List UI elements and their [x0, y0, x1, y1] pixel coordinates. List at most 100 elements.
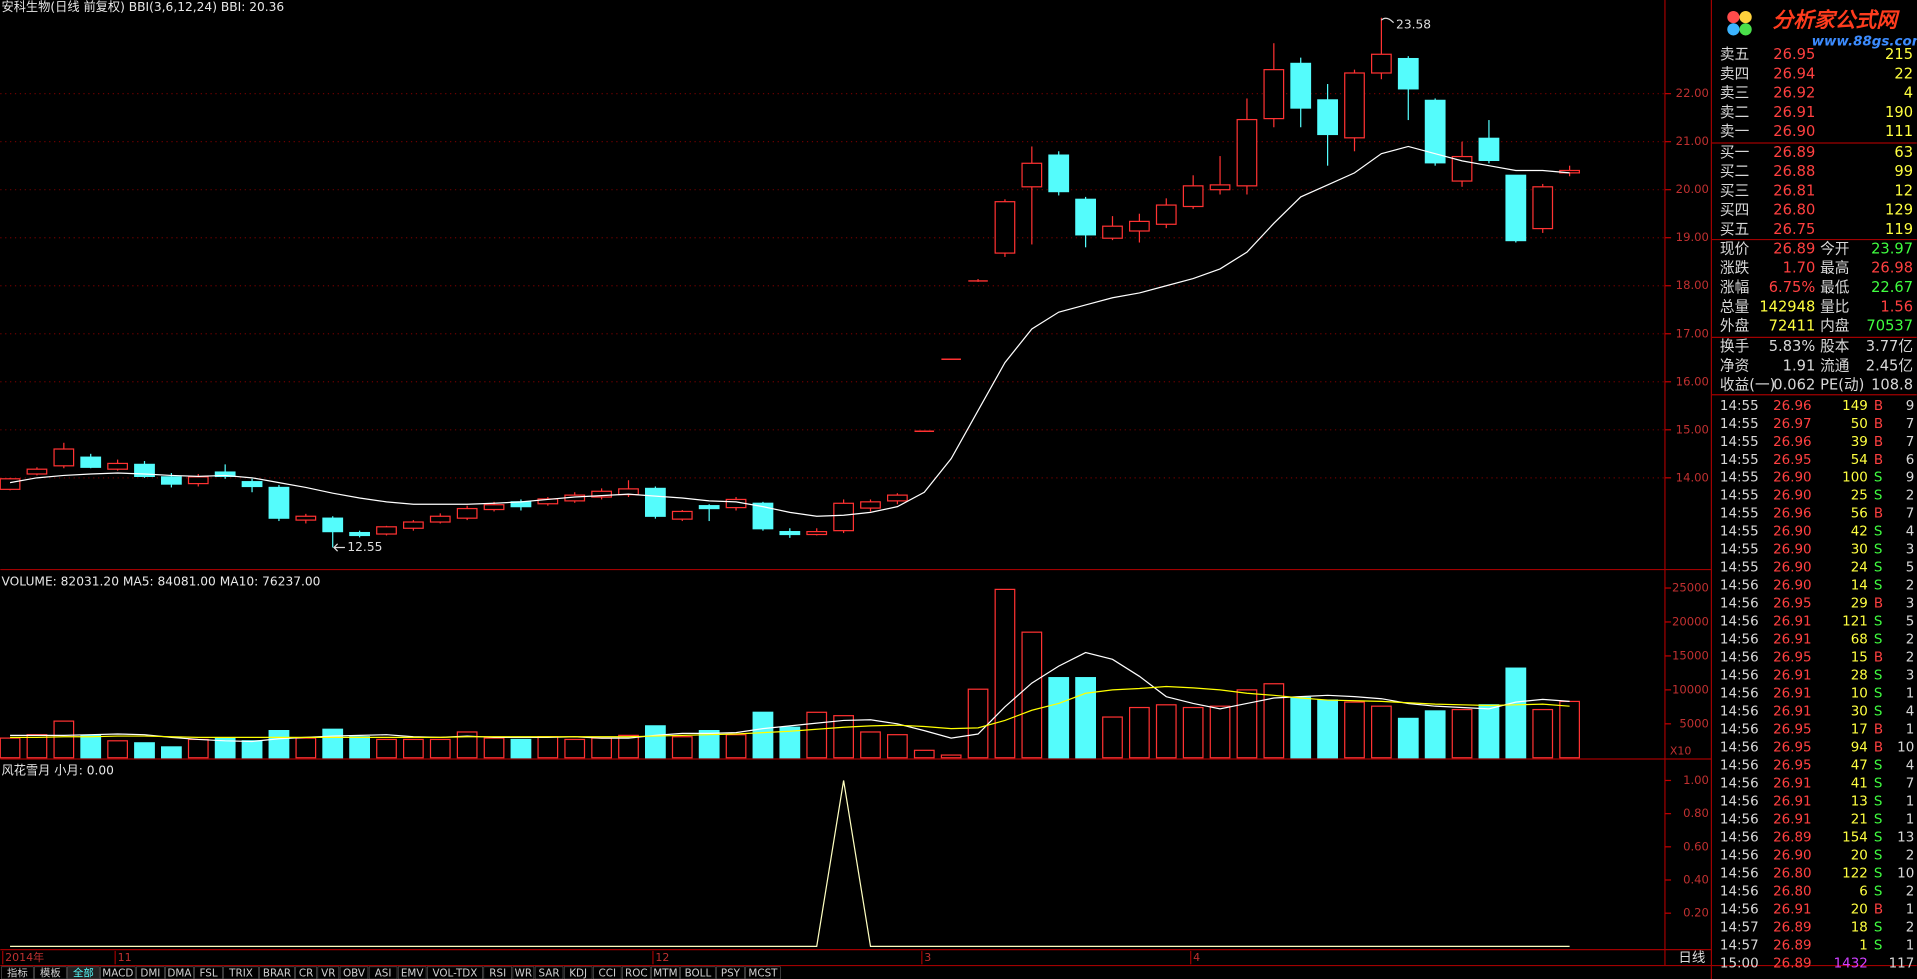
candle-body: [1155, 204, 1177, 225]
tab-label[interactable]: 全部: [73, 967, 94, 979]
tab-box: [34, 966, 67, 979]
tab[interactable]: BOLL: [680, 966, 716, 979]
volume-bar: [1559, 700, 1581, 759]
tab[interactable]: 全部: [67, 966, 100, 979]
trade-time: 14:56: [1720, 867, 1759, 882]
tab[interactable]: SAR: [534, 966, 564, 979]
trade-price: 26.90: [1773, 561, 1811, 576]
trade-volume: 41: [1851, 777, 1868, 792]
tab-label[interactable]: MTM: [653, 967, 677, 979]
tab[interactable]: CR: [295, 966, 317, 979]
tab[interactable]: VOL-TDX: [427, 966, 483, 979]
tab-label[interactable]: OBV: [343, 967, 366, 979]
tab[interactable]: RSI: [483, 966, 512, 979]
tab-label[interactable]: CR: [299, 967, 313, 979]
tab-label[interactable]: ROC: [625, 967, 648, 979]
tab[interactable]: MACD: [100, 966, 136, 979]
tab[interactable]: VR: [317, 966, 340, 979]
trade-time: 14:56: [1720, 903, 1759, 918]
tab-label[interactable]: RSI: [489, 967, 506, 979]
trade-volume: 50: [1851, 417, 1868, 432]
candle-body: [1290, 62, 1312, 109]
tab-label[interactable]: KDJ: [569, 967, 587, 979]
volume-bar: [295, 737, 317, 759]
volume-bar: [322, 728, 344, 759]
tab-label[interactable]: VOL-TDX: [432, 967, 477, 979]
tab-label[interactable]: 指标: [7, 967, 28, 979]
tab-label[interactable]: CCI: [598, 967, 616, 979]
y-tick-label: 5000: [1679, 716, 1709, 730]
bbi-line: [9, 145, 1570, 517]
tab-label[interactable]: WR: [515, 967, 532, 979]
tab-label[interactable]: 模板: [40, 967, 61, 979]
trade-time: 14:56: [1720, 597, 1759, 612]
trade-volume: 6: [1859, 885, 1868, 900]
tab[interactable]: DMI: [136, 966, 165, 979]
tab-label[interactable]: MACD: [102, 967, 133, 979]
tab[interactable]: TRIX: [223, 966, 259, 979]
tab[interactable]: KDJ: [563, 966, 593, 979]
quote-value: 6.75%: [1769, 279, 1816, 296]
trade-side: B: [1874, 903, 1883, 918]
tab-box: [194, 966, 223, 979]
quote-value: 2.45亿: [1866, 357, 1913, 374]
period-label[interactable]: 日线: [1678, 950, 1705, 966]
candle-body: [322, 517, 344, 533]
tab-label[interactable]: VR: [321, 967, 335, 979]
trade-count: 9: [1906, 471, 1915, 486]
tab-label[interactable]: DMI: [140, 967, 160, 979]
trade-side: B: [1874, 597, 1883, 612]
tab-label[interactable]: ASI: [375, 967, 392, 979]
tab-label[interactable]: TRIX: [228, 967, 253, 979]
tab[interactable]: FSL: [194, 966, 223, 979]
tab[interactable]: ASI: [368, 966, 398, 979]
trade-side: S: [1874, 705, 1883, 720]
volume-bar: [187, 738, 209, 759]
book-price: 26.95: [1773, 46, 1815, 63]
trade-time: 14:55: [1720, 525, 1759, 540]
tab[interactable]: WR: [512, 966, 535, 979]
tab[interactable]: OBV: [339, 966, 369, 979]
volume-bar: [537, 736, 559, 759]
quote-value: 22.67: [1871, 279, 1913, 296]
volume-bar: [483, 737, 505, 759]
tab-label[interactable]: SAR: [539, 967, 560, 979]
tab[interactable]: 模板: [34, 966, 67, 979]
tab[interactable]: DMA: [165, 966, 194, 979]
candle-body: [268, 486, 290, 519]
trade-side: S: [1874, 831, 1883, 846]
tab[interactable]: PSY: [716, 966, 745, 979]
volume-bar: [161, 746, 182, 759]
pane-title: VOLUME: 82031.20 MA5: 84081.00 MA10: 762…: [2, 574, 321, 588]
tab-label[interactable]: FSL: [199, 967, 217, 979]
candle-body: [1505, 174, 1527, 242]
tab[interactable]: ROC: [622, 966, 651, 979]
volume-bar: [1102, 716, 1123, 759]
tab-label[interactable]: BRAR: [263, 967, 291, 979]
tab-label[interactable]: PSY: [721, 967, 741, 979]
tab[interactable]: BRAR: [259, 966, 295, 979]
tab[interactable]: 指标: [1, 966, 34, 979]
tab[interactable]: MTM: [651, 966, 680, 979]
trade-side: S: [1874, 849, 1883, 864]
tab-label[interactable]: DMA: [167, 967, 192, 979]
quote-label: 股本: [1820, 338, 1850, 355]
candle-body: [1478, 137, 1500, 162]
indicator-line: [10, 780, 1570, 947]
trade-price: 26.89: [1773, 921, 1811, 936]
tab-label[interactable]: MCST: [748, 967, 778, 979]
volume-bar: [1532, 708, 1554, 759]
candle-body: [376, 526, 397, 535]
tab-label[interactable]: EMV: [401, 967, 425, 979]
extreme-label: 23.58: [1396, 18, 1431, 32]
tab[interactable]: EMV: [397, 966, 427, 979]
tab[interactable]: MCST: [745, 966, 781, 979]
tab[interactable]: CCI: [592, 966, 622, 979]
volume-bar: [241, 740, 263, 759]
tab-box: [339, 966, 369, 979]
volume-bar: [510, 738, 532, 759]
y-tick-label: 0.80: [1683, 806, 1709, 820]
trade-price: 26.80: [1773, 885, 1811, 900]
tab-label[interactable]: BOLL: [685, 967, 712, 979]
